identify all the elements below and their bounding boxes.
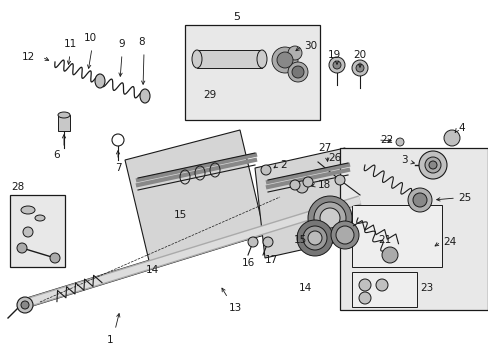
Circle shape — [407, 188, 431, 212]
Circle shape — [375, 279, 387, 291]
Text: 8: 8 — [139, 37, 145, 47]
Text: 17: 17 — [264, 255, 277, 265]
Text: 3: 3 — [401, 155, 407, 165]
Circle shape — [332, 61, 340, 69]
Bar — [351, 205, 441, 267]
Circle shape — [443, 130, 459, 146]
Circle shape — [296, 220, 332, 256]
Ellipse shape — [21, 206, 35, 214]
Circle shape — [303, 226, 326, 250]
Text: 28: 28 — [11, 182, 24, 192]
Circle shape — [291, 66, 304, 78]
Text: 27: 27 — [318, 143, 331, 153]
Bar — [339, 148, 487, 310]
Circle shape — [17, 243, 27, 253]
Text: 5: 5 — [233, 12, 240, 22]
Ellipse shape — [35, 215, 45, 221]
Text: 1: 1 — [106, 335, 113, 345]
Circle shape — [395, 138, 403, 146]
Circle shape — [287, 62, 307, 82]
Circle shape — [335, 226, 353, 244]
Ellipse shape — [58, 112, 70, 118]
Bar — [351, 272, 416, 307]
Circle shape — [21, 301, 29, 309]
Circle shape — [418, 151, 446, 179]
Polygon shape — [125, 130, 264, 265]
Circle shape — [328, 57, 345, 73]
Text: 13: 13 — [228, 303, 241, 313]
Circle shape — [23, 227, 33, 237]
Circle shape — [295, 181, 307, 193]
Circle shape — [412, 193, 426, 207]
Bar — [10, 195, 65, 267]
Circle shape — [307, 231, 321, 245]
Text: 11: 11 — [63, 39, 77, 49]
Circle shape — [263, 237, 272, 247]
Circle shape — [261, 165, 270, 175]
Circle shape — [313, 202, 346, 234]
Circle shape — [50, 253, 60, 263]
Circle shape — [289, 180, 299, 190]
Circle shape — [424, 157, 440, 173]
Circle shape — [428, 161, 436, 169]
Text: 15: 15 — [293, 235, 306, 245]
Text: 16: 16 — [241, 258, 254, 268]
Bar — [197, 50, 262, 68]
Text: 21: 21 — [377, 235, 390, 245]
Circle shape — [287, 46, 302, 60]
Circle shape — [381, 247, 397, 263]
Ellipse shape — [140, 89, 150, 103]
Text: 18: 18 — [317, 180, 330, 190]
Text: 12: 12 — [22, 52, 35, 62]
Circle shape — [351, 60, 367, 76]
Text: 14: 14 — [145, 265, 158, 275]
Polygon shape — [254, 148, 354, 258]
Circle shape — [355, 64, 363, 72]
Circle shape — [271, 47, 297, 73]
Text: 14: 14 — [298, 283, 311, 293]
Text: 26: 26 — [328, 153, 341, 163]
Text: 22: 22 — [379, 135, 392, 145]
Text: 23: 23 — [419, 283, 432, 293]
Circle shape — [358, 292, 370, 304]
Circle shape — [334, 175, 345, 185]
Text: 9: 9 — [119, 39, 125, 49]
Text: 4: 4 — [457, 123, 464, 133]
Circle shape — [307, 196, 351, 240]
Circle shape — [358, 279, 370, 291]
Text: 25: 25 — [457, 193, 470, 203]
Text: 29: 29 — [203, 90, 216, 100]
Circle shape — [276, 52, 292, 68]
Ellipse shape — [95, 74, 105, 88]
Text: 7: 7 — [115, 163, 121, 173]
Text: 15: 15 — [173, 210, 186, 220]
Text: 19: 19 — [326, 50, 340, 60]
Text: 6: 6 — [54, 150, 60, 160]
Text: 2: 2 — [280, 160, 286, 170]
Bar — [58, 115, 70, 131]
Circle shape — [17, 297, 33, 313]
Ellipse shape — [192, 50, 202, 68]
Ellipse shape — [257, 50, 266, 68]
Text: 30: 30 — [304, 41, 317, 51]
Text: 10: 10 — [83, 33, 96, 43]
Bar — [184, 25, 319, 120]
Circle shape — [330, 221, 358, 249]
Text: 20: 20 — [353, 50, 366, 60]
Circle shape — [303, 177, 312, 187]
Circle shape — [247, 237, 258, 247]
Circle shape — [319, 208, 339, 228]
Text: 24: 24 — [442, 237, 455, 247]
